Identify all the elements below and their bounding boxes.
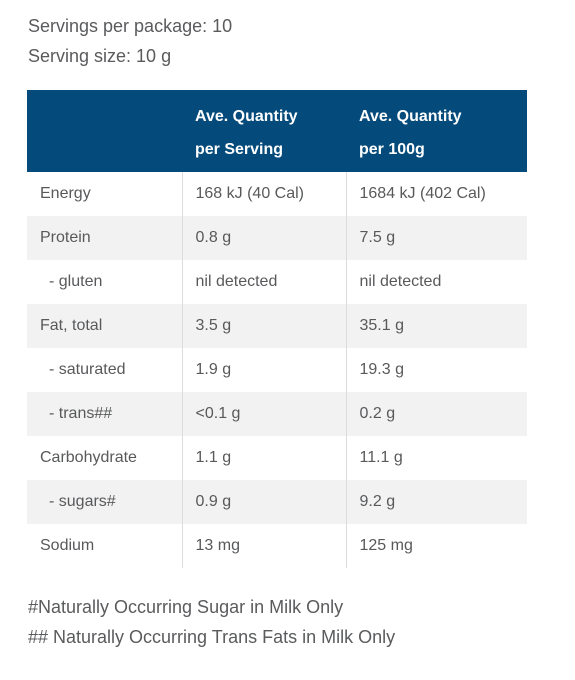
nutrient-name: - sugars# bbox=[27, 480, 182, 524]
per-serving-value: 1.1 g bbox=[181, 436, 346, 480]
per-100g-value: 19.3 g bbox=[345, 348, 527, 392]
header-nutrient bbox=[27, 90, 182, 172]
per-100g-value: 11.1 g bbox=[345, 436, 527, 480]
nutrition-table-header: Ave. Quantity per Serving Ave. Quantity … bbox=[27, 90, 527, 172]
table-row: Carbohydrate 1.1 g 11.1 g bbox=[27, 436, 527, 480]
per-serving-value: nil detected bbox=[181, 260, 346, 304]
per-serving-value: 168 kJ (40 Cal) bbox=[181, 172, 346, 216]
table-row: Energy 168 kJ (40 Cal) 1684 kJ (402 Cal) bbox=[27, 172, 527, 216]
nutrient-name: - gluten bbox=[49, 273, 103, 290]
per-serving-value: 1.9 g bbox=[181, 348, 346, 392]
per-100g-value: 7.5 g bbox=[345, 216, 527, 260]
header-per-serving: Ave. Quantity per Serving bbox=[182, 90, 346, 172]
per-serving-value: 13 mg bbox=[181, 524, 346, 568]
table-row: Sodium 13 mg 125 mg bbox=[27, 524, 527, 568]
footnote-trans-fats: ## Naturally Occurring Trans Fats in Mil… bbox=[28, 627, 396, 647]
header-per-serving-line1: Ave. Quantity bbox=[195, 108, 298, 125]
header-row: Ave. Quantity per Serving Ave. Quantity … bbox=[27, 90, 527, 172]
header-per-100g-line1: Ave. Quantity bbox=[359, 108, 462, 125]
header-per-100g: Ave. Quantity per 100g bbox=[346, 90, 527, 172]
header-per-serving-line2: per Serving bbox=[195, 141, 284, 158]
servings-per-package: Servings per package: 10 bbox=[28, 16, 233, 36]
per-100g-value: 1684 kJ (402 Cal) bbox=[345, 172, 527, 216]
per-100g-value: nil detected bbox=[345, 260, 527, 304]
per-100g-value: 125 mg bbox=[345, 524, 527, 568]
table-row: - sugars# 0.9 g 9.2 g bbox=[27, 480, 527, 524]
nutrient-name: - saturated bbox=[49, 361, 126, 378]
header-per-100g-line2: per 100g bbox=[359, 141, 425, 158]
table-row: - trans## <0.1 g 0.2 g bbox=[27, 392, 527, 436]
table-row: Protein 0.8 g 7.5 g bbox=[27, 216, 527, 260]
footnote-sugar: #Naturally Occurring Sugar in Milk Only bbox=[28, 597, 344, 617]
nutrition-table-body: Energy 168 kJ (40 Cal) 1684 kJ (402 Cal)… bbox=[27, 172, 527, 568]
per-serving-value: 0.8 g bbox=[181, 216, 346, 260]
nutrient-name: Fat, total bbox=[27, 304, 182, 348]
nutrient-name: Protein bbox=[27, 216, 182, 260]
per-100g-value: 0.2 g bbox=[345, 392, 527, 436]
per-serving-value: 3.5 g bbox=[181, 304, 346, 348]
table-row: - gluten nil detected nil detected bbox=[27, 260, 527, 304]
per-serving-value: <0.1 g bbox=[181, 392, 346, 436]
table-row: Fat, total 3.5 g 35.1 g bbox=[27, 304, 527, 348]
nutrient-name: Carbohydrate bbox=[40, 449, 137, 466]
per-100g-value: 9.2 g bbox=[345, 480, 527, 524]
serving-size: Serving size: 10 g bbox=[28, 46, 172, 66]
nutrient-name: Sodium bbox=[40, 537, 95, 554]
table-row: - saturated 1.9 g 19.3 g bbox=[27, 348, 527, 392]
nutrient-name: - trans## bbox=[27, 392, 182, 436]
nutrition-table: Ave. Quantity per Serving Ave. Quantity … bbox=[27, 90, 527, 568]
per-100g-value: 35.1 g bbox=[345, 304, 527, 348]
per-serving-value: 0.9 g bbox=[181, 480, 346, 524]
nutrient-name: Energy bbox=[40, 185, 91, 202]
